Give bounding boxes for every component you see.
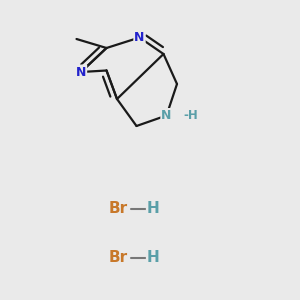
Text: Br: Br bbox=[109, 201, 128, 216]
Text: Br: Br bbox=[109, 250, 128, 266]
Text: H: H bbox=[147, 201, 159, 216]
Text: H: H bbox=[147, 250, 159, 266]
Text: -H: -H bbox=[183, 109, 198, 122]
Text: N: N bbox=[76, 65, 86, 79]
Text: N: N bbox=[161, 109, 172, 122]
Text: N: N bbox=[134, 31, 145, 44]
